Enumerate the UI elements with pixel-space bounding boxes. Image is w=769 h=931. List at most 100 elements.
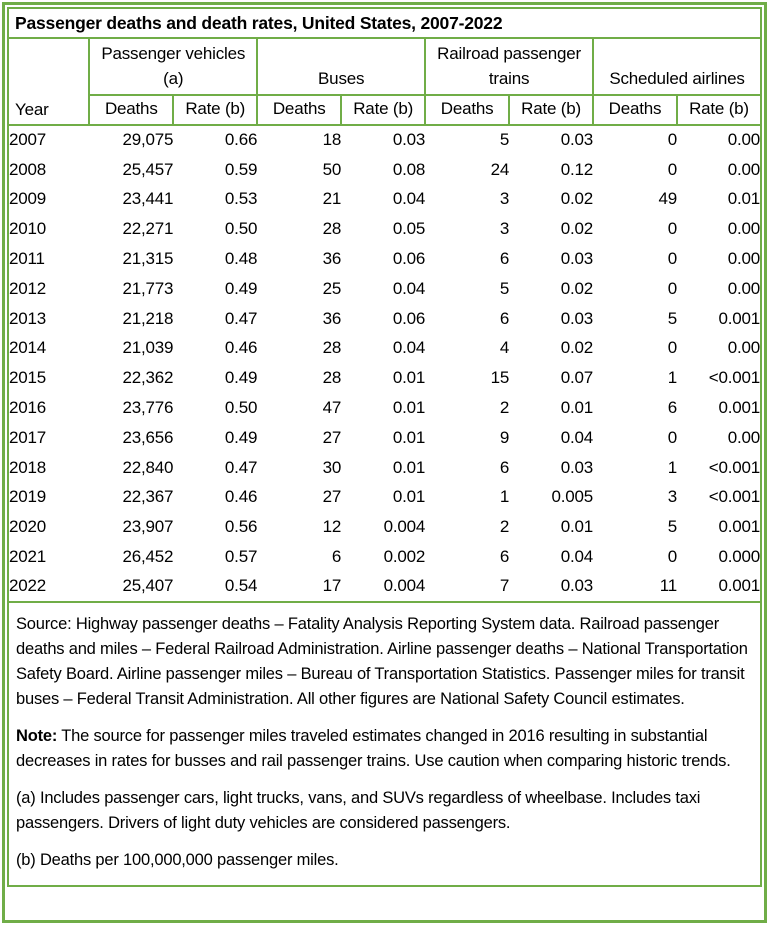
- year-cell: 2010: [9, 219, 47, 239]
- value-cell: 30: [322, 457, 342, 477]
- value-cell: 0: [667, 159, 677, 179]
- value-cell: 22,840: [122, 457, 174, 477]
- col-group-scheduled-airlines: Scheduled airlines: [592, 37, 762, 96]
- value-cell: 11: [659, 576, 677, 596]
- value-cell: 21,773: [122, 278, 174, 298]
- year-cell: 2015: [9, 368, 47, 388]
- year-cell: 2008: [9, 159, 47, 179]
- value-cell: 27: [322, 427, 342, 447]
- year-cell: 2018: [9, 457, 47, 477]
- value-cell: 1: [667, 457, 677, 477]
- value-cell: 1: [667, 368, 677, 388]
- value-cell: 5: [499, 130, 510, 150]
- value-cell: 3: [499, 219, 510, 239]
- value-cell: 0.01: [392, 487, 426, 507]
- table-row: 2015 22,362 0.49 28 0.01 15 0.07 1 <0.001: [8, 363, 761, 393]
- value-cell: 26,452: [122, 547, 174, 567]
- value-cell: 21,039: [122, 338, 174, 358]
- value-cell: 0.56: [224, 517, 258, 537]
- value-cell: 0.47: [224, 308, 258, 328]
- value-cell: 0.48: [224, 249, 258, 269]
- value-cell: 49: [658, 189, 677, 209]
- value-cell: 0.04: [392, 338, 426, 358]
- value-cell: 0.02: [560, 338, 594, 358]
- value-cell: 0.04: [392, 278, 426, 298]
- value-cell: 23,776: [122, 398, 174, 418]
- value-cell: 23,656: [122, 427, 174, 447]
- value-cell: 0.01: [727, 189, 760, 209]
- value-cell: 0.01: [560, 517, 594, 537]
- notes-row: Source: Highway passenger deaths – Fatal…: [7, 600, 762, 887]
- footnote-a: (a) Includes passenger cars, light truck…: [16, 788, 701, 832]
- value-cell: 25,407: [122, 576, 174, 596]
- value-cell: 0: [667, 427, 677, 447]
- year-cell: 2019: [9, 487, 47, 507]
- table-row: 2018 22,840 0.47 30 0.01 6 0.03 1 <0.001: [8, 453, 761, 483]
- table-row: 2020 23,907 0.56 12 0.004 2 0.01 5 0.001: [8, 512, 761, 542]
- value-cell: 0.00: [727, 338, 760, 358]
- value-cell: 0.000: [718, 547, 760, 567]
- table-row: 2011 21,315 0.48 36 0.06 6 0.03 0 0.00: [8, 244, 761, 274]
- value-cell: 6: [667, 398, 677, 418]
- value-cell: <0.001: [708, 457, 760, 477]
- col-header-year: Year: [6, 37, 91, 126]
- value-cell: 2: [499, 398, 510, 418]
- value-cell: 0.53: [224, 189, 258, 209]
- value-cell: 47: [322, 398, 342, 418]
- value-cell: 0.02: [560, 278, 594, 298]
- col-group-railroad-passenger-trains: Railroad passenger trains: [424, 37, 595, 96]
- value-cell: 0.12: [560, 159, 594, 179]
- table-row: 2008 25,457 0.59 50 0.08 24 0.12 0 0.00: [8, 155, 761, 185]
- value-cell: 0.49: [224, 427, 258, 447]
- value-cell: 0.01: [560, 398, 594, 418]
- table-row: 2019 22,367 0.46 27 0.01 1 0.005 3 <0.001: [8, 483, 761, 513]
- value-cell: 6: [499, 457, 510, 477]
- col-header-air-deaths: Deaths: [592, 94, 678, 126]
- value-cell: 22,367: [122, 487, 174, 507]
- value-cell: 27: [322, 487, 342, 507]
- value-cell: 6: [499, 308, 510, 328]
- year-cell: 2011: [9, 249, 45, 269]
- col-header-rail-deaths: Deaths: [424, 94, 511, 126]
- value-cell: 17: [322, 576, 342, 596]
- value-cell: 24: [490, 159, 510, 179]
- table-row: 2017 23,656 0.49 27 0.01 9 0.04 0 0.00: [8, 423, 761, 453]
- value-cell: 0.005: [551, 487, 594, 507]
- value-cell: 0.04: [560, 547, 594, 567]
- value-cell: 0.001: [718, 308, 760, 328]
- value-cell: 23,441: [122, 189, 174, 209]
- value-cell: 0.001: [718, 517, 760, 537]
- value-cell: 0: [667, 278, 677, 298]
- value-cell: 0.01: [392, 368, 426, 388]
- col-group-passenger-vehicles: Passenger vehicles (a): [88, 37, 259, 96]
- value-cell: 22,271: [122, 219, 174, 239]
- table-row: 2010 22,271 0.50 28 0.05 3 0.02 0 0.00: [8, 214, 761, 244]
- table-row: 2016 23,776 0.50 47 0.01 2 0.01 6 0.001: [8, 393, 761, 423]
- value-cell: 4: [499, 338, 510, 358]
- value-cell: 0: [667, 547, 677, 567]
- value-cell: 9: [499, 427, 510, 447]
- value-cell: 0.00: [727, 278, 760, 298]
- value-cell: 0.07: [560, 368, 594, 388]
- footnote-b: (b) Deaths per 100,000,000 passenger mil…: [16, 850, 339, 869]
- table-row: 2022 25,407 0.54 17 0.004 7 0.03 11 0.001: [8, 572, 761, 602]
- value-cell: 0.03: [560, 457, 594, 477]
- table-row: 2021 26,452 0.57 6 0.002 6 0.04 0 0.000: [8, 542, 761, 572]
- value-cell: 0.04: [560, 427, 594, 447]
- value-cell: 0.002: [383, 547, 426, 567]
- value-cell: 0.04: [392, 189, 426, 209]
- value-cell: 28: [322, 219, 342, 239]
- value-cell: 0.54: [224, 576, 258, 596]
- value-cell: 0.03: [560, 576, 594, 596]
- value-cell: 0.08: [392, 159, 426, 179]
- value-cell: 23,907: [122, 517, 174, 537]
- group-header-row: Year Passenger vehicles (a) Buses Railro…: [6, 37, 762, 126]
- value-cell: 0.46: [224, 338, 258, 358]
- value-cell: 0.06: [392, 249, 426, 269]
- table-row: 2012 21,773 0.49 25 0.04 5 0.02 0 0.00: [8, 274, 761, 304]
- year-cell: 2016: [9, 398, 47, 418]
- year-cell: 2017: [9, 427, 47, 447]
- value-cell: 0.001: [718, 398, 760, 418]
- value-cell: 5: [667, 517, 677, 537]
